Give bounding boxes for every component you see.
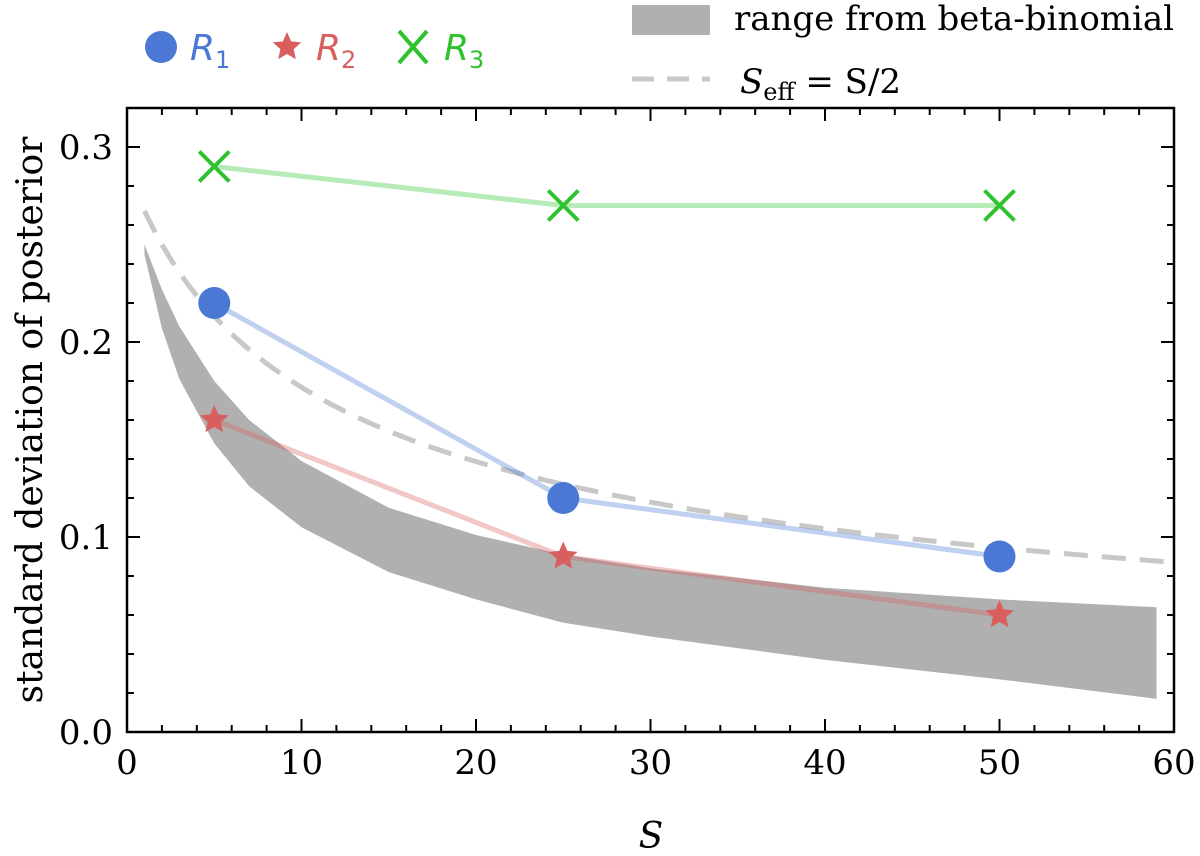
y-tick-label: 0.2	[59, 323, 113, 363]
x-tick-label: 10	[280, 743, 323, 783]
x-tick-label: 60	[1152, 743, 1195, 783]
legend-right: range from beta-binomial Seff = S/2	[632, 0, 1174, 106]
beta-binomial-band	[144, 244, 1157, 699]
legend-ref-label: Seff = S/2	[740, 62, 901, 106]
legend-series: R1 R2 R3	[145, 28, 484, 74]
series-r3-point	[546, 189, 580, 222]
legend-ref-rest: = S/2	[795, 62, 901, 102]
x-tick-label: 40	[803, 743, 846, 783]
x-tick-label: 20	[454, 743, 497, 783]
x-tick-label: 50	[978, 743, 1021, 783]
x-axis-label: S	[639, 816, 664, 856]
x-tick-label: 30	[629, 743, 672, 783]
series-r2-point	[985, 600, 1014, 628]
series-r3-line	[213, 164, 1000, 208]
legend-r1-sub: 1	[215, 46, 230, 74]
series-r1-point	[547, 482, 580, 514]
legend-r2-main: R	[316, 28, 341, 69]
series-r1-point	[983, 540, 1016, 573]
legend-r1-marker	[145, 31, 177, 63]
plot-area	[142, 150, 1174, 699]
legend-ref-sub: eff	[763, 78, 796, 106]
y-tick-label: 0.1	[59, 518, 113, 558]
legend-r2-label: R2	[316, 28, 356, 74]
legend-r2-sub: 2	[341, 46, 356, 74]
y-tick-label: 0.0	[59, 713, 113, 753]
legend-r3-main: R	[444, 28, 469, 69]
legend-band-label: range from beta-binomial	[734, 0, 1174, 39]
legend-r1-main: R	[190, 28, 215, 69]
legend-r3-marker	[397, 29, 429, 65]
series-r1-point	[198, 287, 231, 319]
legend-ref-main: S	[740, 62, 763, 102]
series-r3-point	[983, 189, 1016, 222]
legend-r1-label: R1	[190, 28, 230, 74]
series-r2-point	[548, 541, 578, 569]
legend-r3-sub: 3	[469, 46, 484, 74]
legend-r3-label: R3	[444, 28, 484, 74]
legend-band-swatch	[632, 5, 710, 35]
y-axis-label: standard deviation of posterior	[10, 136, 51, 704]
x-tick-label: 0	[116, 743, 138, 783]
series-r2-point	[199, 405, 229, 433]
y-tick-label: 0.3	[59, 128, 113, 168]
legend-r2-marker	[272, 32, 302, 60]
series-r3-point	[197, 150, 231, 183]
